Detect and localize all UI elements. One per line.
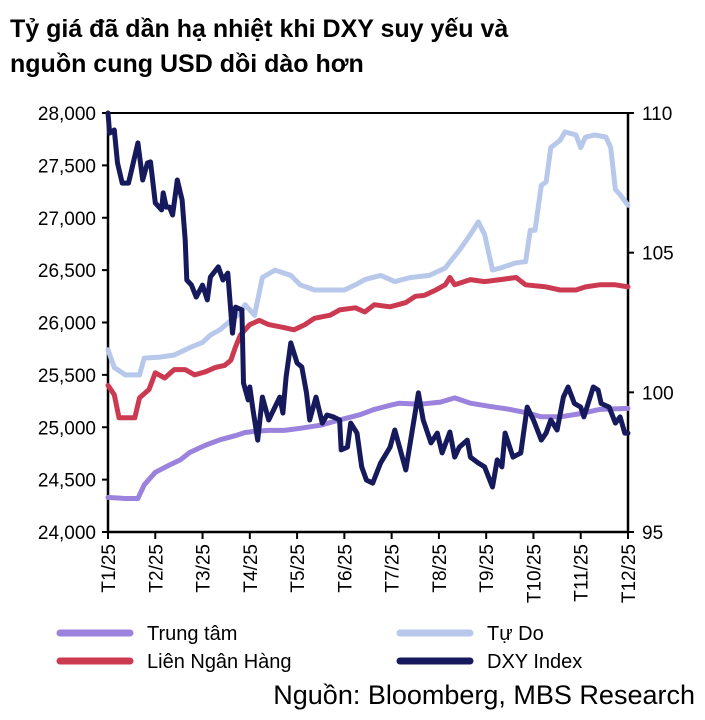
series-line-1 (105, 129, 631, 378)
series-line-0 (105, 395, 631, 501)
source-note: Nguồn: Bloomberg, MBS Research (273, 680, 695, 710)
x-tick-label: T4/25 (241, 544, 262, 593)
series-line-3 (105, 110, 631, 490)
title-line-2: nguồn cung USD dồi dào hơn (10, 50, 364, 78)
left-tick-label: 26,000 (38, 314, 96, 335)
left-tick-label: 24,000 (38, 523, 96, 544)
x-tick-label: T7/25 (383, 544, 404, 593)
x-tick-label: T12/25 (619, 544, 640, 603)
right-tick-label: 105 (642, 244, 674, 265)
legend-label-1: Tự Do (487, 623, 544, 645)
x-tick-label: T5/25 (288, 544, 309, 593)
series-line-2 (105, 275, 631, 421)
legend-label-2: Liên Ngân Hàng (147, 651, 292, 673)
left-tick-label: 27,500 (38, 156, 96, 177)
chart-title: Tỷ giá đã dần hạ nhiệt khi DXY suy yếu v… (10, 12, 508, 82)
legend-label-3: DXY Index (487, 651, 582, 673)
x-tick-label: T2/25 (146, 544, 167, 593)
x-tick-label: T6/25 (335, 544, 356, 593)
left-tick-label: 24,500 (38, 471, 96, 492)
x-tick-label: T3/25 (194, 544, 215, 593)
legend-label-0: Trung tâm (147, 623, 237, 645)
left-tick-label: 27,000 (38, 209, 96, 230)
x-tick-label: T8/25 (430, 544, 451, 593)
x-tick-label: T10/25 (524, 544, 545, 603)
right-tick-label: 110 (642, 104, 672, 125)
x-tick-label: T11/25 (572, 544, 593, 602)
left-tick-label: 26,500 (38, 261, 96, 282)
x-tick-label: T1/25 (99, 544, 120, 593)
left-tick-label: 25,000 (38, 418, 96, 439)
left-tick-label: 28,000 (38, 104, 96, 125)
right-tick-label: 95 (642, 523, 663, 544)
title-line-1: Tỷ giá đã dần hạ nhiệt khi DXY suy yếu v… (10, 15, 509, 43)
right-tick-label: 100 (642, 383, 674, 404)
x-tick-label: T9/25 (477, 544, 498, 593)
left-tick-label: 25,500 (38, 366, 96, 387)
